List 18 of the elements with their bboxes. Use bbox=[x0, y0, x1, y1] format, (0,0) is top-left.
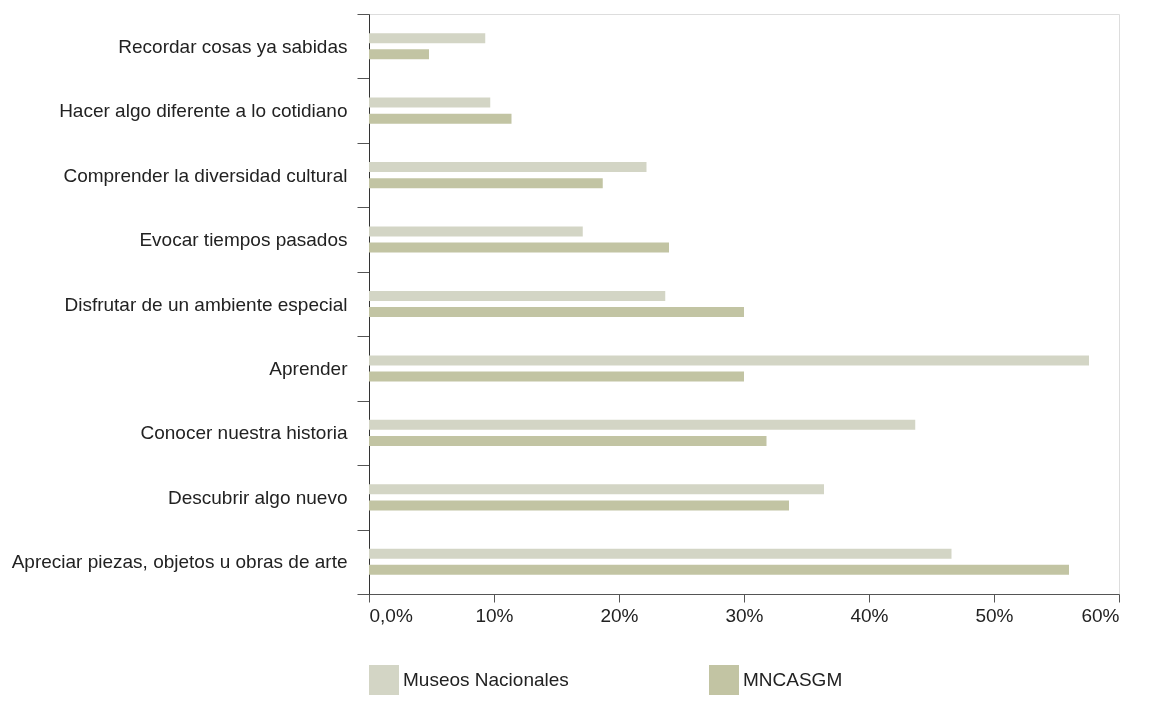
x-tick-label: 0,0% bbox=[369, 604, 413, 626]
legend-label: Museos Nacionales bbox=[403, 669, 569, 690]
y-tick-label: Comprender la diversidad cultural bbox=[63, 164, 348, 186]
x-tick-label: 20% bbox=[600, 604, 639, 626]
y-tick-label: Hacer algo diferente a lo cotidiano bbox=[59, 100, 348, 122]
y-tick-label: Aprender bbox=[269, 357, 349, 379]
y-tick-label: Recordar cosas ya sabidas bbox=[118, 35, 348, 57]
y-tick-label: Disfrutar de un ambiente especial bbox=[64, 293, 348, 315]
legend-label: MNCASGM bbox=[743, 669, 843, 690]
x-tick-label: 10% bbox=[475, 604, 514, 626]
y-tick-label: Conocer nuestra historia bbox=[140, 422, 348, 444]
y-tick-label: Descubrir algo nuevo bbox=[167, 486, 348, 508]
x-tick-label: 40% bbox=[850, 604, 889, 626]
y-tick-label: Evocar tiempos pasados bbox=[139, 229, 348, 251]
x-tick-label: 50% bbox=[975, 604, 1014, 626]
x-tick-label: 60% bbox=[1081, 604, 1120, 626]
x-tick-label: 30% bbox=[725, 604, 764, 626]
y-tick-label: Apreciar piezas, objetos u obras de arte bbox=[11, 551, 348, 573]
